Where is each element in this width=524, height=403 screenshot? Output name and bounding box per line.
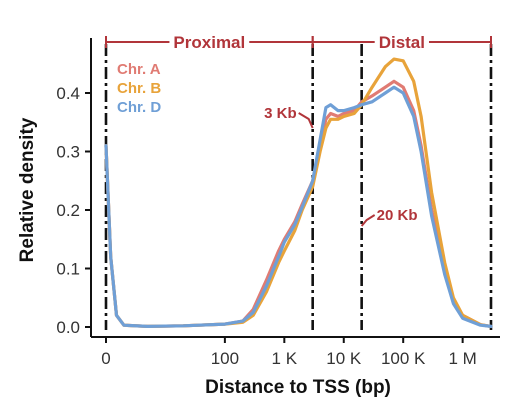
annotation-pointer [298,112,314,129]
region-label: Proximal [173,33,245,52]
legend-entry: Chr. D [117,99,161,116]
axes-layer [90,38,500,338]
series-lines [104,57,493,328]
annotation-pointer [360,214,376,227]
legend: Chr. A Chr. B Chr. D [117,61,161,116]
boundary-lines [104,44,493,330]
annotation-label: 3 Kb [264,105,297,122]
x-tick-label: 1 K [272,349,298,368]
series-line [104,57,493,328]
y-tick-label: 0.0 [56,318,80,337]
y-axis-title: Relative density [17,117,38,262]
x-tick-label: 100 K [381,349,426,368]
x-tick-label: 100 [211,349,239,368]
x-tick-label: 1 M [448,349,476,368]
legend-entry: Chr. B [117,80,161,97]
x-tick-label: 0 [101,349,110,368]
series-line [104,85,493,328]
y-tick-label: 0.2 [56,201,80,220]
region-label: Distal [379,33,425,52]
legend-entry: Chr. A [117,61,161,78]
y-tick-label: 0.1 [56,260,80,279]
annotations: 3 Kb 20 Kb [264,105,418,227]
y-tick-label: 0.4 [56,84,80,103]
x-tick-label: 10 K [326,349,362,368]
region-brackets: Proximal Distal [105,33,492,52]
x-axis-title: Distance to TSS (bp) [205,377,391,398]
x-ticks: 0 100 1 K 10 K 100 K 1 M [101,337,477,368]
y-tick-label: 0.3 [56,143,80,162]
y-ticks: 0.0 0.1 0.2 0.3 0.4 [56,84,91,337]
annotation-label: 20 Kb [377,207,418,224]
